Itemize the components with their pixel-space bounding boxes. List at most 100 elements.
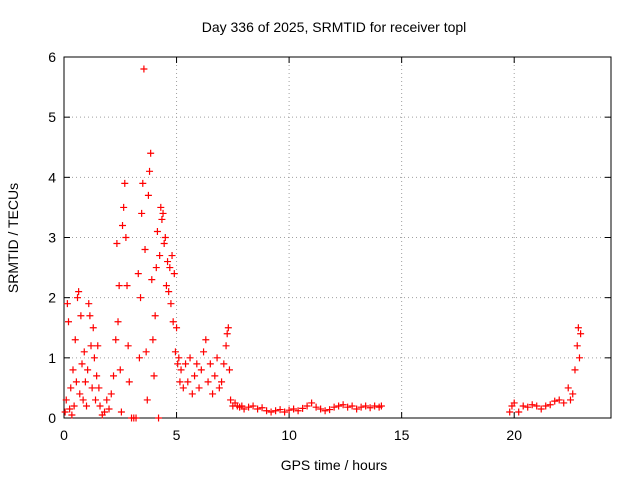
data-point bbox=[79, 396, 87, 404]
data-point bbox=[353, 405, 361, 413]
data-point bbox=[150, 372, 158, 380]
data-point bbox=[125, 378, 133, 386]
data-point bbox=[62, 396, 70, 404]
data-point bbox=[202, 336, 210, 344]
data-point bbox=[115, 282, 123, 290]
data-point bbox=[197, 366, 205, 374]
x-tick-label: 20 bbox=[506, 427, 522, 443]
data-point bbox=[575, 354, 583, 362]
data-point bbox=[276, 406, 284, 414]
y-tick-label: 6 bbox=[48, 49, 56, 65]
data-point bbox=[65, 318, 73, 326]
data-point bbox=[120, 203, 128, 211]
data-point bbox=[171, 348, 179, 356]
data-point bbox=[124, 342, 132, 350]
data-point bbox=[103, 396, 111, 404]
x-tick-label: 15 bbox=[394, 427, 410, 443]
data-point bbox=[94, 342, 102, 350]
data-point bbox=[191, 372, 199, 380]
data-point bbox=[159, 209, 167, 217]
data-point bbox=[227, 396, 235, 404]
data-point bbox=[510, 399, 518, 407]
data-point bbox=[165, 288, 173, 296]
data-point bbox=[76, 390, 84, 398]
data-point bbox=[321, 407, 329, 415]
data-point bbox=[117, 408, 125, 416]
data-point bbox=[177, 366, 185, 374]
data-point bbox=[339, 401, 347, 409]
data-point bbox=[195, 384, 203, 392]
data-point bbox=[344, 403, 352, 411]
data-point bbox=[524, 403, 532, 411]
data-point bbox=[330, 403, 338, 411]
data-point bbox=[142, 348, 150, 356]
data-point bbox=[188, 390, 196, 398]
data-point bbox=[95, 384, 103, 392]
data-point bbox=[137, 294, 145, 302]
data-point bbox=[371, 402, 379, 410]
data-point bbox=[357, 403, 365, 411]
grid-lines bbox=[64, 57, 611, 418]
data-point bbox=[211, 372, 219, 380]
data-point bbox=[143, 396, 151, 404]
data-point bbox=[87, 342, 95, 350]
data-point bbox=[113, 240, 121, 248]
data-point bbox=[152, 264, 160, 272]
data-point bbox=[84, 366, 92, 374]
data-point bbox=[204, 378, 212, 386]
data-point bbox=[263, 407, 271, 415]
data-point bbox=[258, 404, 266, 412]
data-point bbox=[174, 360, 182, 368]
data-point bbox=[285, 406, 293, 414]
data-point bbox=[147, 149, 155, 157]
data-point bbox=[72, 378, 80, 386]
data-point bbox=[290, 405, 298, 413]
data-point bbox=[148, 276, 156, 284]
data-point bbox=[555, 396, 563, 404]
data-point bbox=[170, 270, 178, 278]
data-point bbox=[182, 360, 190, 368]
data-point bbox=[528, 401, 536, 409]
data-point bbox=[577, 330, 585, 338]
data-point bbox=[90, 354, 98, 362]
data-point bbox=[86, 312, 94, 320]
chart-title: Day 336 of 2025, SRMTID for receiver top… bbox=[202, 19, 467, 35]
data-point bbox=[92, 396, 100, 404]
data-point bbox=[140, 65, 148, 73]
data-point bbox=[560, 399, 568, 407]
data-point bbox=[184, 378, 192, 386]
data-point bbox=[218, 378, 226, 386]
data-point bbox=[506, 408, 514, 416]
data-point bbox=[245, 403, 253, 411]
data-point bbox=[144, 191, 152, 199]
data-point bbox=[542, 402, 550, 410]
data-point bbox=[63, 300, 71, 308]
data-point bbox=[121, 179, 129, 187]
data-point bbox=[299, 404, 307, 412]
data-point bbox=[80, 348, 88, 356]
data-point bbox=[168, 252, 176, 260]
data-point bbox=[335, 402, 343, 410]
data-point bbox=[566, 396, 574, 404]
data-point bbox=[135, 354, 143, 362]
data-point bbox=[272, 407, 280, 415]
data-point bbox=[96, 402, 104, 410]
data-point bbox=[114, 318, 122, 326]
data-point bbox=[209, 390, 217, 398]
data-point bbox=[537, 405, 545, 413]
data-point bbox=[173, 324, 181, 332]
data-point bbox=[74, 294, 82, 302]
x-tick-label: 10 bbox=[281, 427, 297, 443]
data-point bbox=[149, 336, 157, 344]
data-point bbox=[139, 179, 147, 187]
data-point bbox=[303, 402, 311, 410]
data-point bbox=[220, 360, 228, 368]
data-point bbox=[112, 336, 120, 344]
data-point bbox=[573, 342, 581, 350]
data-point bbox=[546, 401, 554, 409]
data-point bbox=[312, 403, 320, 411]
data-point bbox=[179, 384, 187, 392]
data-point bbox=[110, 372, 118, 380]
data-points bbox=[61, 65, 585, 422]
